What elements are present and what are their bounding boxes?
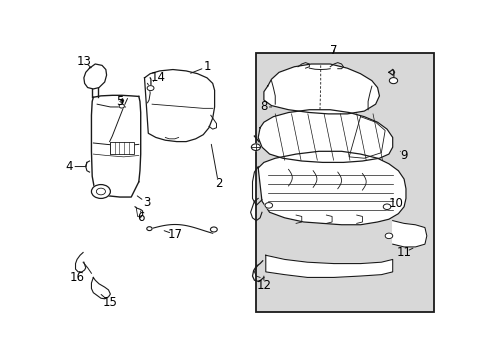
Polygon shape — [84, 64, 106, 89]
Text: 10: 10 — [388, 198, 403, 211]
Circle shape — [91, 185, 110, 198]
Circle shape — [210, 227, 217, 232]
Circle shape — [385, 233, 392, 239]
Circle shape — [119, 104, 124, 108]
Polygon shape — [265, 255, 392, 278]
Text: 17: 17 — [167, 228, 182, 241]
Text: 6: 6 — [137, 211, 144, 224]
Text: 3: 3 — [142, 196, 150, 209]
Text: 7: 7 — [329, 44, 337, 57]
Bar — [109, 141, 134, 154]
Polygon shape — [144, 69, 214, 141]
Text: 15: 15 — [103, 296, 118, 309]
Text: 4: 4 — [65, 160, 73, 173]
Circle shape — [383, 204, 390, 210]
Polygon shape — [264, 64, 379, 114]
Text: 8: 8 — [260, 100, 267, 113]
Polygon shape — [392, 221, 426, 247]
Polygon shape — [258, 110, 392, 162]
Polygon shape — [258, 151, 405, 225]
Text: 12: 12 — [256, 279, 271, 292]
Text: 16: 16 — [69, 271, 84, 284]
Text: 1: 1 — [203, 60, 210, 73]
Bar — [256, 53, 433, 312]
Text: 5: 5 — [116, 95, 123, 108]
Circle shape — [251, 144, 260, 150]
Circle shape — [388, 77, 397, 84]
Circle shape — [147, 86, 154, 91]
Text: 11: 11 — [396, 246, 411, 259]
Circle shape — [264, 203, 272, 208]
Text: 2: 2 — [214, 177, 222, 190]
Circle shape — [146, 227, 152, 231]
Text: 13: 13 — [76, 55, 91, 68]
Text: 14: 14 — [150, 71, 165, 84]
Text: 9: 9 — [400, 149, 407, 162]
